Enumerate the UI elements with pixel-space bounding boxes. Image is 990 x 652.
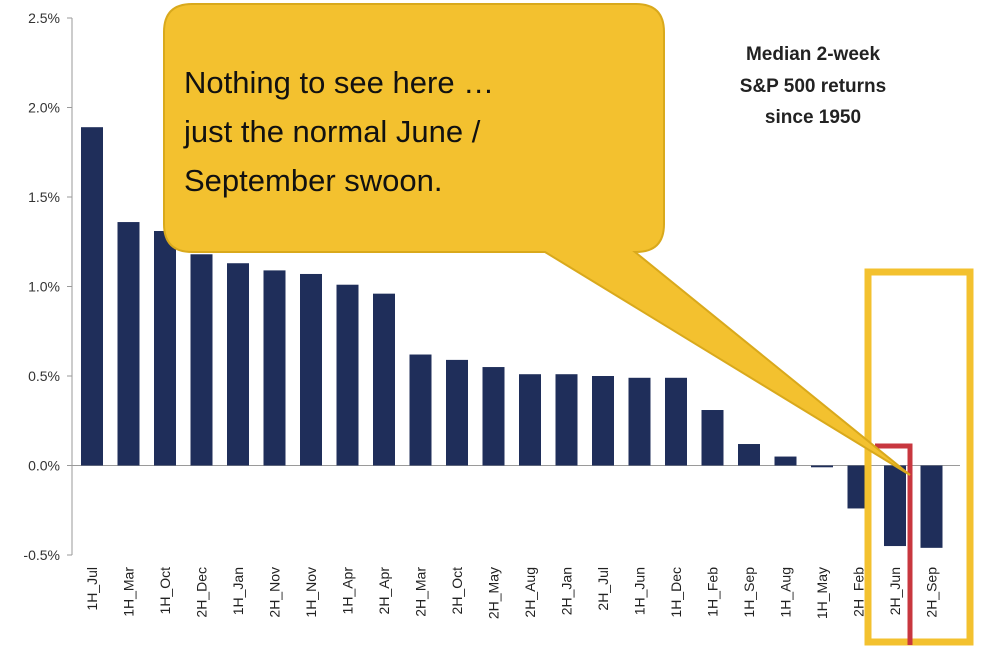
bar [190,254,213,466]
bar [409,354,432,466]
highlight-marker [875,443,913,645]
callout-shape [163,3,911,476]
bar [81,127,103,466]
x-tick-label: 2H_Sep [924,567,940,618]
bar [154,231,176,466]
chart-title: Median 2-week S&P 500 returns since 1950 [740,44,886,128]
callout-line-3: September swoon. [184,163,442,198]
callout-line-2: just the normal June / [183,114,481,149]
x-tick-label: 1H_Mar [121,567,137,617]
bar [373,293,395,466]
title-line-2: S&P 500 returns [740,76,886,97]
x-tick-label: 1H_Apr [340,567,356,615]
bar [774,456,797,466]
bar [811,465,833,468]
bar [446,359,468,466]
x-tick-label: 1H_Feb [705,567,721,617]
bar [592,376,614,466]
bar [555,374,578,466]
title-line-1: Median 2-week [746,44,881,65]
bar [847,465,870,509]
x-tick-label: 2H_Aug [522,567,538,618]
x-tick-label: 1H_Aug [778,567,794,618]
callout-line-1: Nothing to see here … [184,65,494,100]
bar [738,444,760,466]
axes: 2.5% 2.0% 1.5% 1.0% 0.5% 0.0% -0.5% [23,10,960,563]
y-tick-label: 2.0% [28,100,60,116]
x-tick-label: 1H_Nov [303,567,319,618]
x-tick-label: 2H_Jul [595,567,611,611]
x-tick-label: 1H_Sep [741,567,757,618]
bar [482,367,505,466]
x-tick-label: 2H_Jan [559,567,575,615]
x-tick-label: 2H_Oct [449,567,465,615]
category-labels: 1H_Jul 1H_Mar 1H_Oct 2H_Dec 1H_Jan 2H_Nov 1H_N… [84,567,940,619]
x-tick-label: 1H_Jan [230,567,246,615]
bar [665,377,687,466]
x-tick-label: 1H_May [814,567,830,619]
y-tick-label: 0.0% [28,458,60,474]
bar [227,263,249,466]
y-tick-label: 1.0% [28,279,60,295]
y-tick-label: 0.5% [28,368,60,384]
x-tick-label: 2H_Dec [194,567,210,618]
y-tick-label: 1.5% [28,189,60,205]
bar [519,374,541,466]
x-tick-label: 1H_Jul [84,567,100,611]
x-tick-label: 2H_Feb [851,567,867,617]
y-tick-label: 2.5% [28,10,60,26]
x-tick-label: 2H_Nov [267,567,283,618]
highlight-box [864,268,974,646]
callout-bubble: Nothing to see here … just the normal Ju… [163,3,911,476]
x-tick-label: 1H_Dec [668,567,684,618]
x-tick-label: 2H_Apr [376,567,392,615]
bar [300,273,322,466]
x-tick-label: 2H_May [486,567,502,619]
bar [117,222,140,466]
bar [701,410,724,466]
x-tick-label: 2H_Mar [413,567,429,617]
x-tick-label: 1H_Jun [632,567,648,615]
highlight-annotation [864,268,974,646]
x-tick-label: 1H_Oct [157,567,173,615]
bar [336,284,359,466]
bars [81,127,943,548]
bar [884,465,906,547]
title-line-3: since 1950 [765,107,861,128]
bar [920,465,943,548]
x-tick-label: 2H_Jun [887,567,903,615]
y-tick-label: -0.5% [23,547,60,563]
bar [628,377,651,466]
bar [263,270,286,466]
